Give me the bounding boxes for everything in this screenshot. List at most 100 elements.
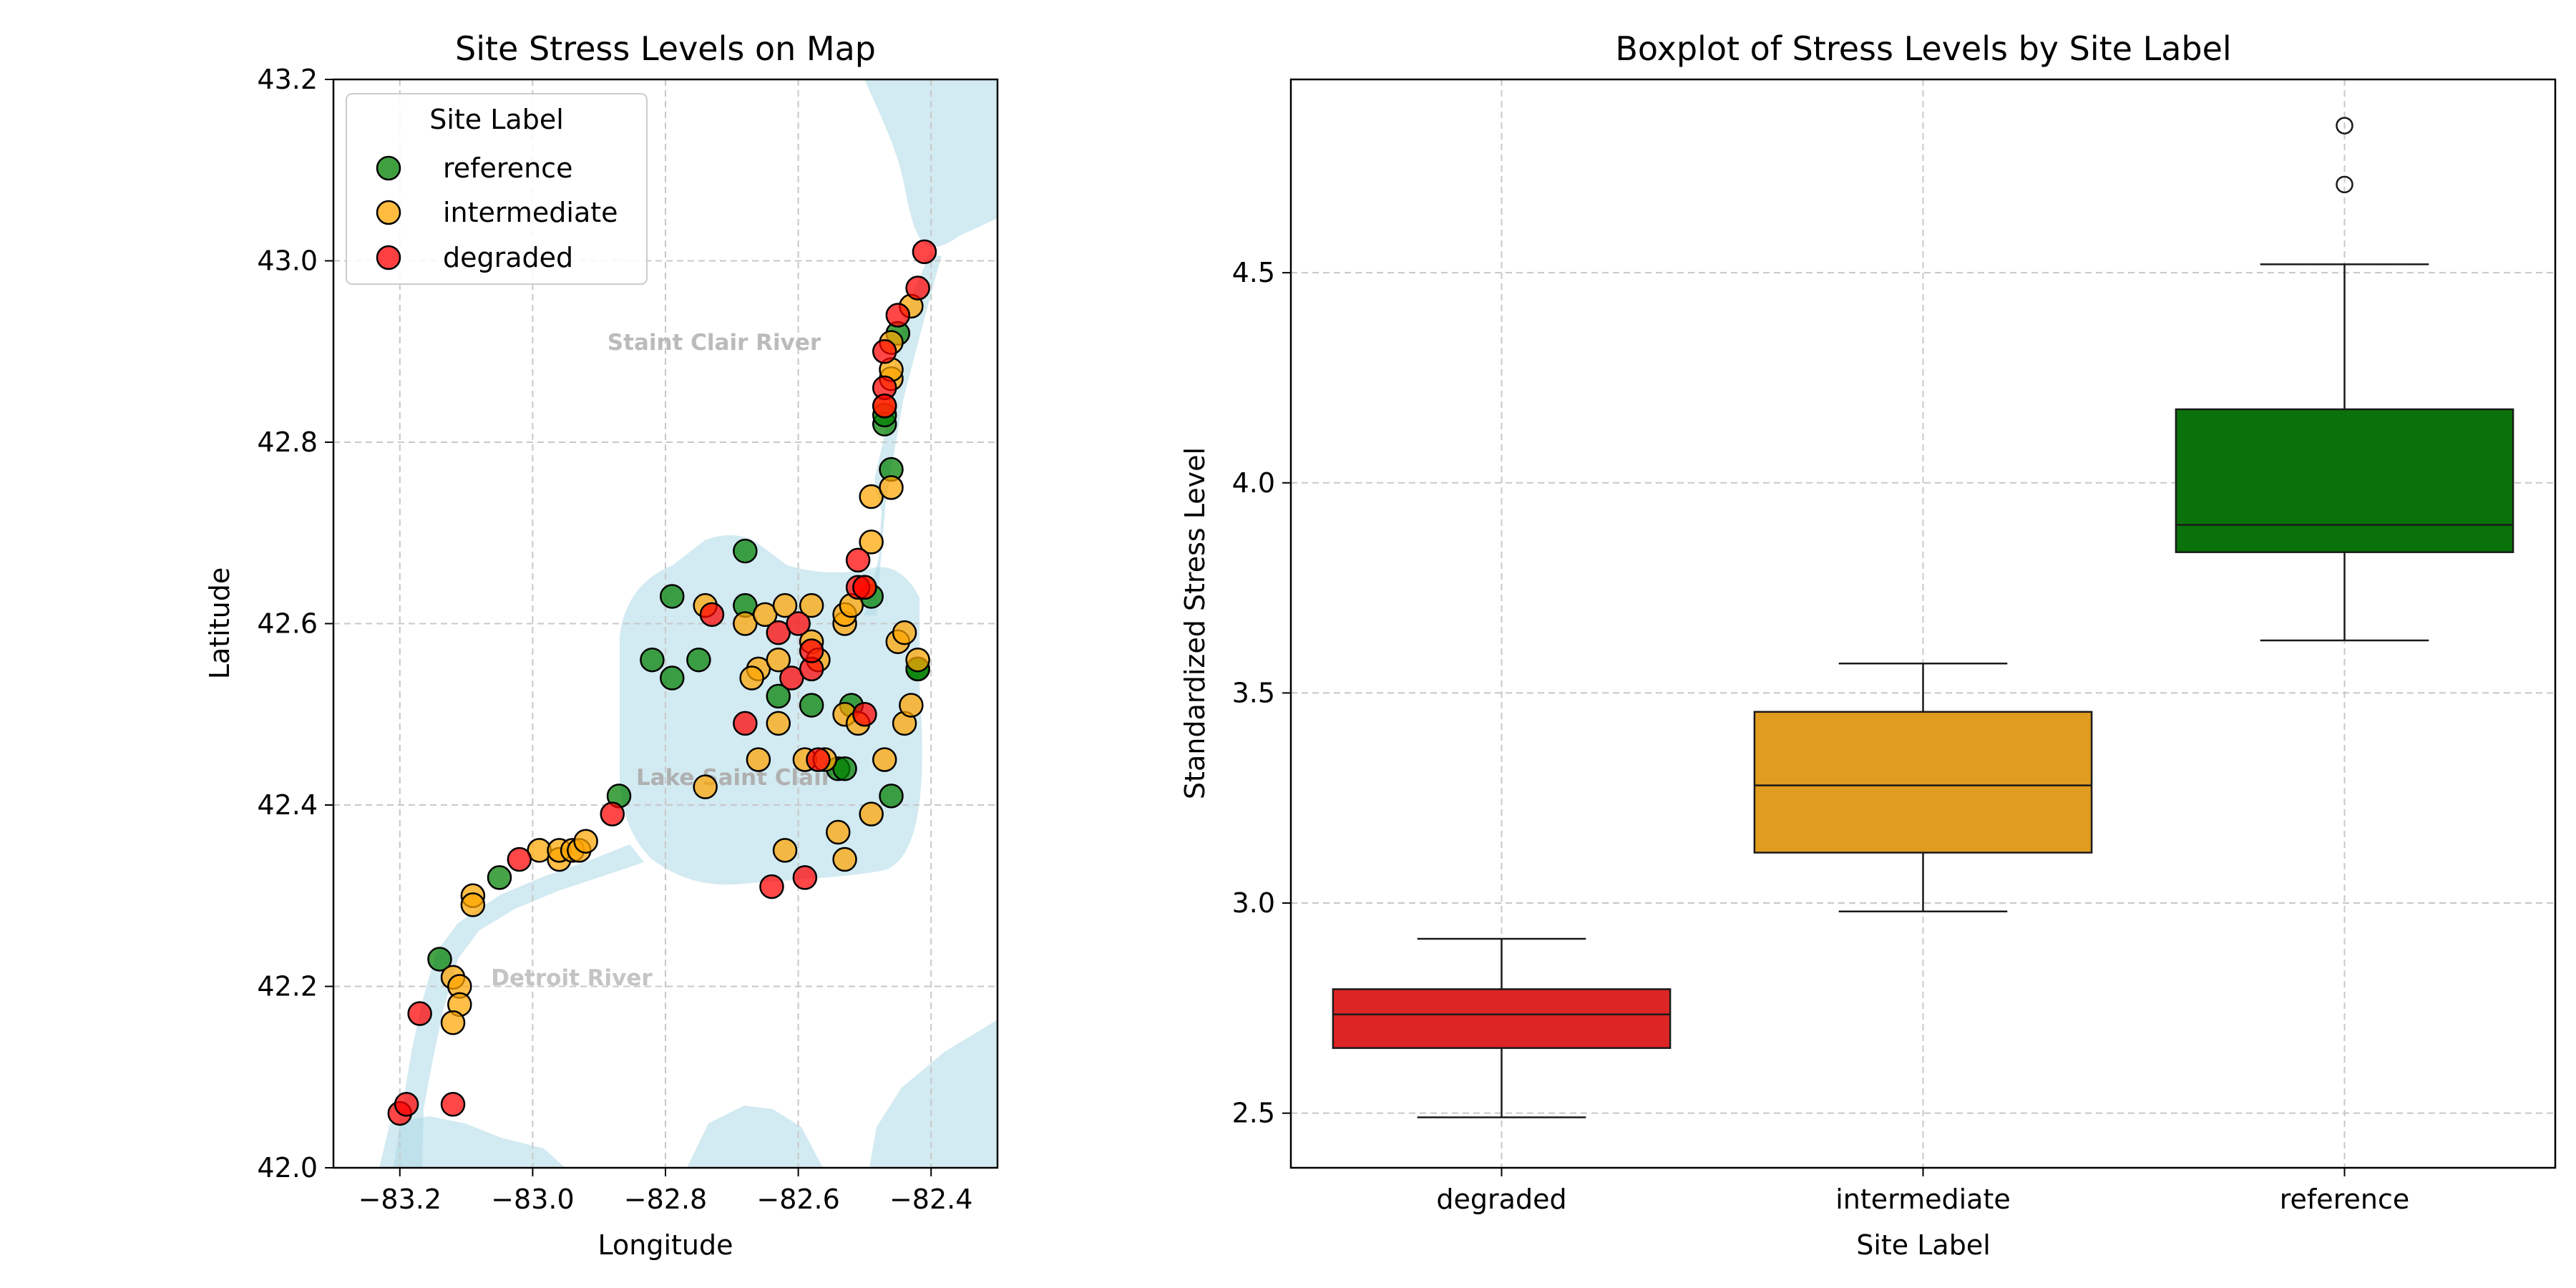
map-point-degraded xyxy=(792,865,818,890)
map-point-degraded xyxy=(699,602,725,628)
map-xtick-label: −82.8 xyxy=(624,1184,707,1215)
lake-erie-water-middle xyxy=(687,1106,823,1168)
map-xtick-label: −83.2 xyxy=(358,1184,441,1215)
map-xtick-label: −82.4 xyxy=(889,1184,972,1215)
map-point-degraded xyxy=(507,847,532,872)
boxplot-xlabel: Site Label xyxy=(1856,1229,1991,1261)
map-point-reference xyxy=(427,947,452,972)
map-point-degraded xyxy=(845,547,871,573)
map-point-degraded xyxy=(786,611,811,636)
boxplot-title: Boxplot of Stress Levels by Site Label xyxy=(1615,29,2231,68)
map-point-intermediate xyxy=(693,774,718,799)
boxplot-xtick-label: intermediate xyxy=(1835,1184,2011,1215)
boxplot-ytick-label: 4.0 xyxy=(1232,467,1275,499)
map-ytick-label: 43.2 xyxy=(257,64,318,95)
map-point-intermediate xyxy=(772,838,798,863)
map-point-intermediate xyxy=(826,819,851,845)
map-point-reference xyxy=(660,584,685,609)
map-point-intermediate xyxy=(859,530,884,555)
map-point-degraded xyxy=(766,620,791,645)
map-xtick-label: −82.6 xyxy=(756,1184,839,1215)
legend-marker-reference xyxy=(376,155,401,181)
boxplot-xtick-label: reference xyxy=(2280,1184,2409,1215)
legend-marker-intermediate xyxy=(376,200,401,225)
map-point-degraded xyxy=(600,801,625,826)
map-point-intermediate xyxy=(879,475,904,500)
saint-clair-river-water xyxy=(864,254,942,615)
lake-huron-water xyxy=(864,79,997,248)
map-point-reference xyxy=(660,665,685,691)
map-point-intermediate xyxy=(872,747,897,772)
map-point-intermediate xyxy=(859,484,884,509)
map-point-intermediate xyxy=(766,711,791,736)
legend-marker-degraded xyxy=(376,245,401,270)
map-xtick-label: −83.0 xyxy=(491,1184,574,1215)
map-point-degraded xyxy=(733,711,758,736)
map-point-intermediate xyxy=(746,747,771,772)
map-point-degraded xyxy=(872,394,897,419)
map-title: Site Stress Levels on Map xyxy=(455,29,876,68)
map-point-reference xyxy=(640,647,665,673)
map-point-degraded xyxy=(852,575,877,600)
lake-erie-water-right xyxy=(869,1020,997,1168)
legend-label-intermediate: intermediate xyxy=(443,197,618,228)
map-ytick-label: 42.2 xyxy=(257,971,318,1002)
legend-label-degraded: degraded xyxy=(443,242,573,273)
box-reference xyxy=(2175,408,2514,553)
outlier-reference xyxy=(2336,175,2353,194)
map-point-intermediate xyxy=(899,693,924,718)
map-point-intermediate xyxy=(799,592,824,618)
map-xlabel: Longitude xyxy=(598,1229,733,1261)
map-point-degraded xyxy=(759,874,784,899)
map-point-degraded xyxy=(852,702,877,727)
map-point-intermediate xyxy=(460,892,486,917)
map-ytick-label: 43.0 xyxy=(257,245,318,277)
map-point-degraded xyxy=(779,665,804,691)
map-point-reference xyxy=(487,865,512,890)
boxplot-ytick-label: 3.5 xyxy=(1232,677,1275,708)
map-ytick-label: 42.6 xyxy=(257,608,318,640)
map-point-reference xyxy=(733,538,758,564)
boxplot-ytick-label: 3.0 xyxy=(1232,887,1275,919)
boxplot-ytick-label: 2.5 xyxy=(1232,1098,1275,1129)
map-point-reference xyxy=(766,683,791,709)
map-point-degraded xyxy=(806,747,831,772)
map-point-intermediate xyxy=(859,801,884,826)
map-ytick-label: 42.0 xyxy=(257,1152,318,1184)
map-point-degraded xyxy=(912,239,937,265)
map-point-intermediate xyxy=(772,592,798,618)
map-point-intermediate xyxy=(733,611,758,636)
boxplot-ticks: 2.5 3.0 3.5 4.0 4.5 degraded intermediate refer… xyxy=(1232,257,2410,1215)
boxplot-xtick-label: degraded xyxy=(1436,1184,1566,1215)
map-point-intermediate xyxy=(573,829,598,854)
map-point-reference xyxy=(879,784,904,809)
map-ylabel: Latitude xyxy=(204,567,235,679)
legend-label-reference: reference xyxy=(443,152,572,184)
map-point-intermediate xyxy=(766,647,791,673)
map-point-degraded xyxy=(407,1001,432,1026)
map-point-degraded xyxy=(394,1092,419,1117)
map-point-intermediate xyxy=(739,665,764,691)
map-point-reference xyxy=(799,693,824,718)
map-legend: Site Label reference intermediate degrad… xyxy=(346,93,648,285)
legend-title: Site Label xyxy=(429,104,564,135)
boxplot-ylabel: Standardized Stress Level xyxy=(1179,447,1211,799)
box-intermediate xyxy=(1753,711,2093,854)
annotation-saint-clair-river: Staint Clair River xyxy=(608,330,821,356)
map-point-intermediate xyxy=(440,1010,466,1035)
boxplot-ytick-label: 4.5 xyxy=(1232,257,1275,288)
map-point-degraded xyxy=(440,1092,466,1117)
box-degraded xyxy=(1332,988,1672,1049)
map-point-intermediate xyxy=(892,620,917,645)
annotation-detroit-river: Detroit River xyxy=(491,965,653,991)
map-point-degraded xyxy=(905,275,930,301)
boxplot-marks xyxy=(1332,117,2514,1118)
map-point-degraded xyxy=(885,303,911,328)
legend-box xyxy=(346,93,648,285)
map-point-intermediate xyxy=(832,847,857,872)
map-ytick-label: 42.8 xyxy=(257,426,318,458)
map-point-intermediate xyxy=(752,602,778,628)
lake-erie-water-left xyxy=(379,1116,565,1168)
map-point-reference xyxy=(686,647,711,673)
